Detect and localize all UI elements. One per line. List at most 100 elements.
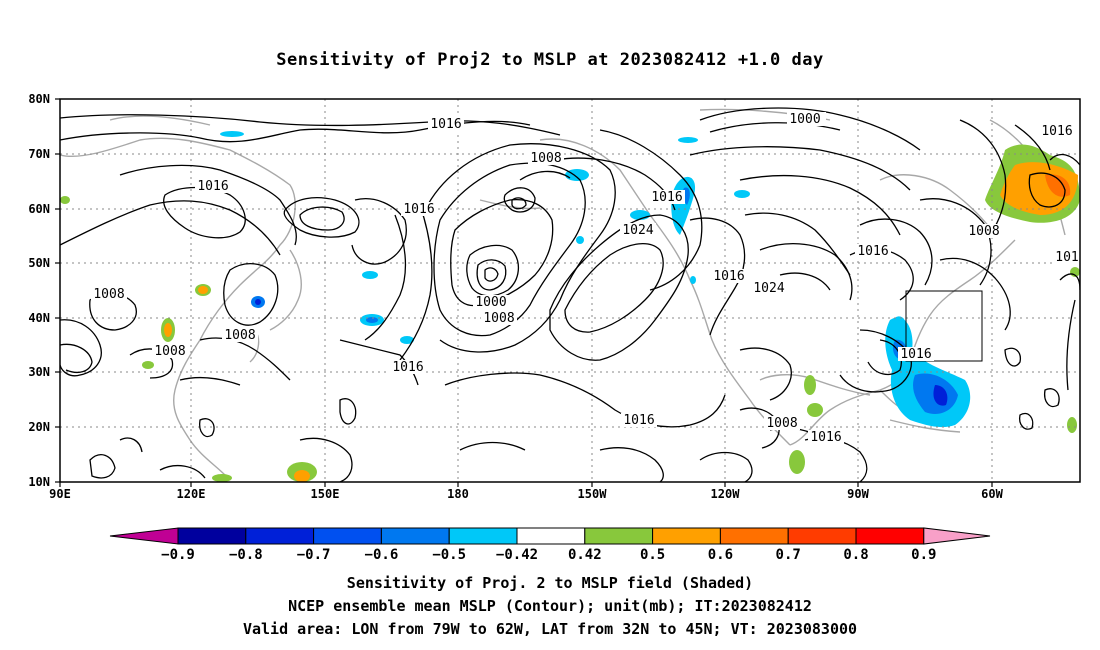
- contour-label-bg: [481, 311, 517, 325]
- colorbar-segment: [652, 527, 721, 545]
- contour-label-bg: [620, 223, 656, 237]
- contour-label-bg: [401, 202, 437, 216]
- colorbar-tick-label: −0.5: [432, 547, 466, 563]
- contour-label-bg: [649, 190, 685, 204]
- lon-label: 90W: [847, 487, 869, 501]
- colorbar-segment: [380, 527, 450, 545]
- lon-label: 150W: [578, 487, 608, 501]
- lon-label: 120E: [177, 487, 206, 501]
- colorbar-tick-label: −0.6: [365, 547, 399, 563]
- colorbar-labels: −0.9 −0.8 −0.7 −0.6 −0.5 −0.42 0.42 0.5 0.6 0.7 0.…: [161, 547, 936, 563]
- contour-label: 1016: [900, 347, 931, 362]
- latitude-labels: 80N 70N 60N 50N 40N 30N 20N 10N: [28, 92, 50, 489]
- contour-label: 1024: [622, 223, 653, 238]
- contour-label-bg: [473, 295, 509, 309]
- contour-label-bg: [621, 413, 657, 427]
- lat-label: 80N: [28, 92, 50, 106]
- colorbar-segment: [313, 527, 382, 545]
- contour-label-bg: [1039, 124, 1075, 138]
- colorbar-tick-label: −0.42: [496, 547, 538, 563]
- contour-label-bg: [787, 112, 823, 126]
- contour-label-bg: [751, 281, 787, 295]
- colorbar-segment: [448, 527, 518, 545]
- contour-label: 1024: [753, 281, 784, 296]
- contour-label-bg: [428, 117, 464, 131]
- contour-label: 1008: [530, 151, 561, 166]
- longitude-labels: 90E 120E 150E 180 150W 120W 90W 60W: [49, 487, 1003, 501]
- contour-label: 1008: [968, 224, 999, 239]
- colorbar-segment: [719, 527, 789, 545]
- contour-label-bg: [222, 328, 258, 342]
- contour-label: 1008: [154, 344, 185, 359]
- colorbar-tick-label: 0.6: [708, 547, 733, 563]
- colorbar-segment: [855, 527, 925, 545]
- contour-label: 1016: [651, 190, 682, 205]
- contour-label-bg: [1053, 250, 1081, 264]
- colorbar: [109, 527, 991, 545]
- contour-label-bg: [152, 344, 188, 358]
- lon-label: 120W: [711, 487, 741, 501]
- contour-label: 1008: [766, 416, 797, 431]
- contour-label-bg: [390, 360, 426, 374]
- axis-ticks: [55, 98, 993, 487]
- contour-label: 1016: [430, 117, 461, 132]
- colorbar-arrow-high: [923, 527, 991, 545]
- colorbar-segment: [584, 527, 654, 545]
- colorbar-segment: [245, 527, 315, 545]
- colorbar-tick-label: 0.7: [776, 547, 801, 563]
- contour-label-bg: [966, 224, 1002, 238]
- contour-label: 1000: [789, 112, 820, 127]
- contour-label-bg: [764, 416, 800, 430]
- contour-label: 1016: [1041, 124, 1072, 139]
- contour-label-bg: [711, 269, 747, 283]
- contour-label-bg: [91, 287, 127, 301]
- contour-label: 101: [1055, 250, 1078, 265]
- map-area: [60, 99, 1080, 482]
- contour-label-bg: [808, 430, 844, 444]
- footer-line-1: Sensitivity of Proj. 2 to MSLP field (Sh…: [346, 574, 754, 592]
- contour-label: 1016: [857, 244, 888, 259]
- contour-label-bg: [195, 179, 231, 193]
- contour-label: 1016: [392, 360, 423, 375]
- colorbar-arrow-low: [109, 527, 179, 545]
- contour-label: 1016: [810, 430, 841, 445]
- lat-label: 40N: [28, 311, 50, 325]
- lon-label: 150E: [311, 487, 340, 501]
- contour-label: 1016: [713, 269, 744, 284]
- contour-label: 1008: [224, 328, 255, 343]
- lat-label: 70N: [28, 147, 50, 161]
- colorbar-tick-label: −0.7: [297, 547, 331, 563]
- colorbar-segment: [516, 527, 586, 545]
- colorbar-segment: [787, 527, 857, 545]
- lat-label: 30N: [28, 365, 50, 379]
- contour-label: 1016: [403, 202, 434, 217]
- lon-label: 90E: [49, 487, 71, 501]
- lat-label: 60N: [28, 202, 50, 216]
- contour-label: 1008: [93, 287, 124, 302]
- colorbar-tick-label: 0.5: [640, 547, 665, 563]
- valid-area-box: [905, 290, 983, 362]
- lon-label: 60W: [981, 487, 1003, 501]
- lat-label: 20N: [28, 420, 50, 434]
- contour-label-bg: [855, 244, 891, 258]
- colorbar-tick-label: 0.42: [568, 547, 602, 563]
- lat-label: 50N: [28, 256, 50, 270]
- graticule: [60, 99, 1080, 482]
- contour-label: 1008: [483, 311, 514, 326]
- colorbar-tick-label: 0.8: [843, 547, 868, 563]
- contour-label-bg: [898, 347, 934, 361]
- footer-line-3: Valid area: LON from 79W to 62W, LAT fro…: [242, 620, 858, 638]
- footer-line-2: NCEP ensemble mean MSLP (Contour); unit(…: [288, 597, 812, 615]
- plot-title: Sensitivity of Proj2 to MSLP at 20230824…: [276, 50, 824, 70]
- contour-labels: 1016 1000 1008 1016 1016 1024 1016 1016 1024 1016…: [91, 112, 1081, 445]
- colorbar-segment: [177, 527, 247, 545]
- colorbar-tick-label: −0.9: [161, 547, 195, 563]
- colorbar-tick-label: −0.8: [229, 547, 263, 563]
- contour-label: 1016: [623, 413, 654, 428]
- lon-label: 180: [447, 487, 469, 501]
- contour-label: 1016: [197, 179, 228, 194]
- colorbar-tick-label: 0.9: [911, 547, 936, 563]
- mslp-contours: [60, 107, 1080, 482]
- contour-label-bg: [528, 151, 564, 165]
